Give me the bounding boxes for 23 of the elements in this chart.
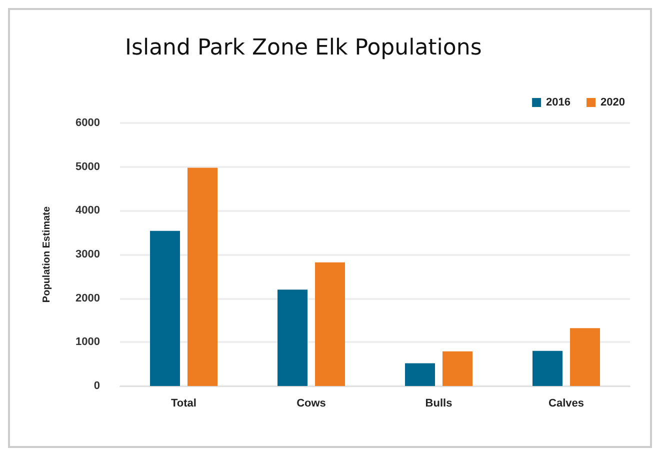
x-tick-label: Bulls [425,398,452,410]
y-axis-title: Population Estimate [42,206,52,303]
y-tick-label: 4000 [76,204,100,217]
y-tick-label: 0 [94,380,100,392]
y-tick-label: 1000 [76,336,100,348]
legend-label: 2020 [600,96,626,108]
x-tick-label: Calves [548,398,584,410]
y-tick-label: 5000 [76,160,100,173]
legend-label: 2016 [546,96,571,108]
bar [315,262,345,386]
bar [188,168,218,386]
bar [570,328,600,386]
bar [532,350,562,386]
x-tick-label: Cows [296,398,326,410]
x-tick-label: Total [171,398,196,410]
bar [405,363,435,386]
chart-title: Island Park Zone Elk Populations [125,36,482,60]
bar [150,230,180,386]
y-tick-label: 2000 [76,292,100,304]
y-tick-label: 3000 [76,248,100,260]
bar [442,351,472,386]
bar [278,290,308,386]
y-tick-label: 6000 [76,117,100,129]
